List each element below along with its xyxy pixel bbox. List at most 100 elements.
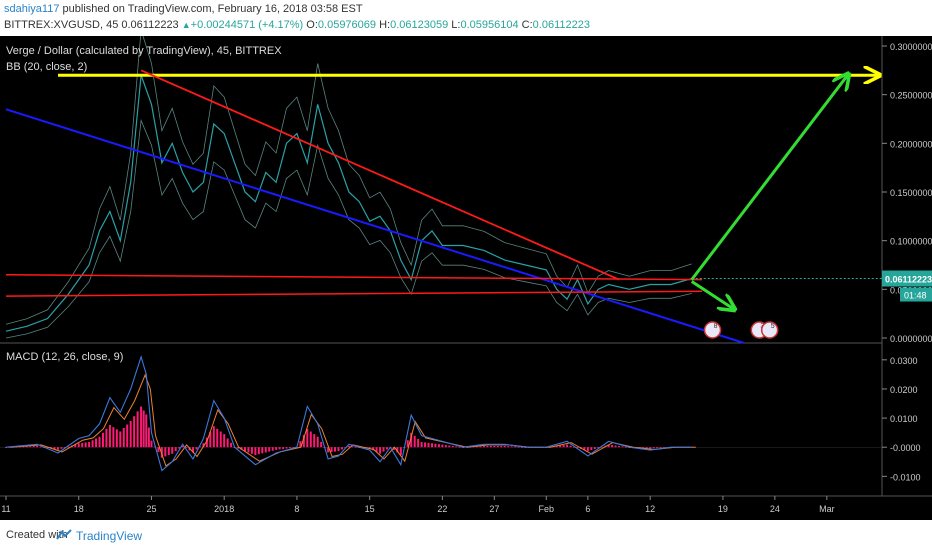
- macd-histogram-bar: [382, 447, 385, 452]
- red-horizontal-line: [5, 273, 703, 281]
- macd-histogram-bar: [569, 445, 572, 448]
- macd-tick-label: 0.0300: [890, 356, 918, 366]
- macd-histogram-bar: [145, 414, 148, 448]
- time-axis[interactable]: 11 18 25 2018 8 15 22 27 Feb 6 12 19 24 Mar: [1, 496, 835, 514]
- macd-histogram-bar: [385, 447, 388, 450]
- macd-tick-label: -0.0100: [890, 472, 921, 482]
- macd-histogram-bar: [340, 447, 343, 450]
- up-arrow-icon: ▲: [181, 20, 191, 30]
- macd-histogram-bar: [583, 447, 586, 451]
- macd-histogram-bar: [142, 410, 145, 448]
- macd-histogram-bar: [289, 447, 291, 449]
- tradingview-link[interactable]: TradingView: [76, 529, 143, 543]
- time-tick-label: 24: [770, 504, 780, 514]
- macd-histogram-bar: [379, 447, 382, 454]
- drawings[interactable]: [5, 70, 882, 344]
- macd-histogram-bar: [496, 445, 499, 448]
- macd-histogram-bar: [261, 447, 264, 454]
- macd-histogram-bar: [278, 447, 281, 450]
- macd-histogram-bar: [271, 447, 274, 451]
- macd-histogram-bar: [157, 447, 160, 453]
- time-tick-label: Mar: [819, 504, 835, 514]
- macd-tick-label: -0.0000: [890, 443, 921, 453]
- main-legend: Verge / Dollar (calculated by TradingVie…: [6, 45, 282, 57]
- event-markers[interactable]: 835: [703, 321, 779, 339]
- macd-histogram-bar: [479, 446, 482, 448]
- low-value: 0.05956104: [460, 19, 519, 31]
- low-label: L:: [451, 19, 461, 31]
- macd-histogram-bar: [219, 431, 222, 448]
- macd-histogram-bar: [275, 447, 278, 450]
- macd-histogram-bar: [618, 445, 621, 448]
- macd-histogram-bar: [18, 446, 21, 448]
- macd-histogram-bar: [489, 445, 492, 448]
- last-price-label: 0.06112223: [885, 275, 932, 285]
- event-marker-count: 8: [714, 323, 718, 330]
- time-tick-label: 27: [489, 504, 499, 514]
- macd-histogram-bar: [22, 446, 25, 448]
- macd-histogram-bar: [458, 446, 461, 448]
- tradingview-logo-icon: [56, 529, 72, 540]
- macd-histogram-bar: [642, 447, 645, 449]
- last-price-badge: [882, 270, 932, 287]
- macd-histogram-bar: [334, 447, 337, 452]
- macd-histogram-bar: [566, 444, 569, 448]
- event-marker-count: 5: [771, 323, 775, 330]
- macd-histogram-bar: [74, 444, 77, 448]
- macd-histogram-bar: [88, 441, 91, 448]
- macd-histogram-bar: [247, 447, 250, 453]
- green-up-arrow: [690, 75, 848, 281]
- macd-histogram-bar: [95, 438, 98, 448]
- macd-histogram-bar: [164, 447, 167, 457]
- macd-histogram-bar: [593, 447, 596, 449]
- macd-histogram-bar: [36, 445, 39, 448]
- change-text: +0.00244571 (+4.17%): [190, 19, 304, 31]
- macd-histogram-bar: [573, 446, 575, 448]
- macd-histogram-bar: [434, 443, 437, 448]
- macd-histogram-bar: [119, 431, 122, 448]
- author-link[interactable]: sdahiya117: [4, 3, 60, 15]
- macd-histogram-bar: [150, 440, 153, 448]
- macd-histogram-bar: [396, 447, 399, 453]
- macd-histogram-bar: [441, 444, 444, 448]
- macd-histogram-bar: [257, 447, 260, 455]
- macd-axis[interactable]: 0.0300 0.0200 0.0100 -0.0000 -0.0100: [882, 356, 921, 483]
- time-tick-label: 22: [437, 504, 447, 514]
- axis-labels: 0.06112223 01:48: [882, 270, 932, 302]
- bb-lower-band: [5, 118, 692, 339]
- macd-histogram-bar: [84, 442, 87, 448]
- macd-histogram-bar: [431, 443, 433, 448]
- macd-histogram-bar: [399, 447, 402, 456]
- macd-histogram-bar: [101, 432, 104, 448]
- time-tick-label: 18: [74, 504, 84, 514]
- macd-histogram-bar: [406, 440, 409, 448]
- macd-histogram-bar: [316, 436, 319, 448]
- macd-histogram-bar: [223, 434, 226, 448]
- macd-histogram-bar: [67, 446, 70, 448]
- published-text: published on TradingView.com, February 1…: [62, 3, 363, 15]
- macd-histogram-bar: [136, 411, 139, 448]
- price-pane[interactable]: [0, 36, 882, 342]
- macd-histogram-bar: [108, 424, 111, 448]
- macd-histogram-bar: [299, 441, 302, 448]
- macd-histogram-bar: [624, 446, 627, 448]
- macd-histogram-bar: [448, 445, 451, 448]
- symbol-text: BITTREX:XVGUSD, 45: [4, 19, 119, 31]
- macd-histogram-bar: [167, 447, 170, 456]
- macd-histogram-bar: [555, 445, 558, 448]
- macd-histogram-bar: [451, 445, 454, 448]
- time-tick-label: 11: [1, 504, 10, 514]
- macd-histogram-bar: [649, 447, 652, 449]
- macd-histogram-bar: [621, 446, 624, 448]
- macd-line: [5, 355, 692, 472]
- macd-histogram-bar: [282, 447, 285, 449]
- macd-histogram-bar: [309, 431, 312, 448]
- macd-pane[interactable]: [0, 344, 882, 496]
- macd-histogram-bar: [600, 446, 603, 448]
- high-label: H:: [379, 19, 391, 31]
- price-series: [5, 74, 692, 332]
